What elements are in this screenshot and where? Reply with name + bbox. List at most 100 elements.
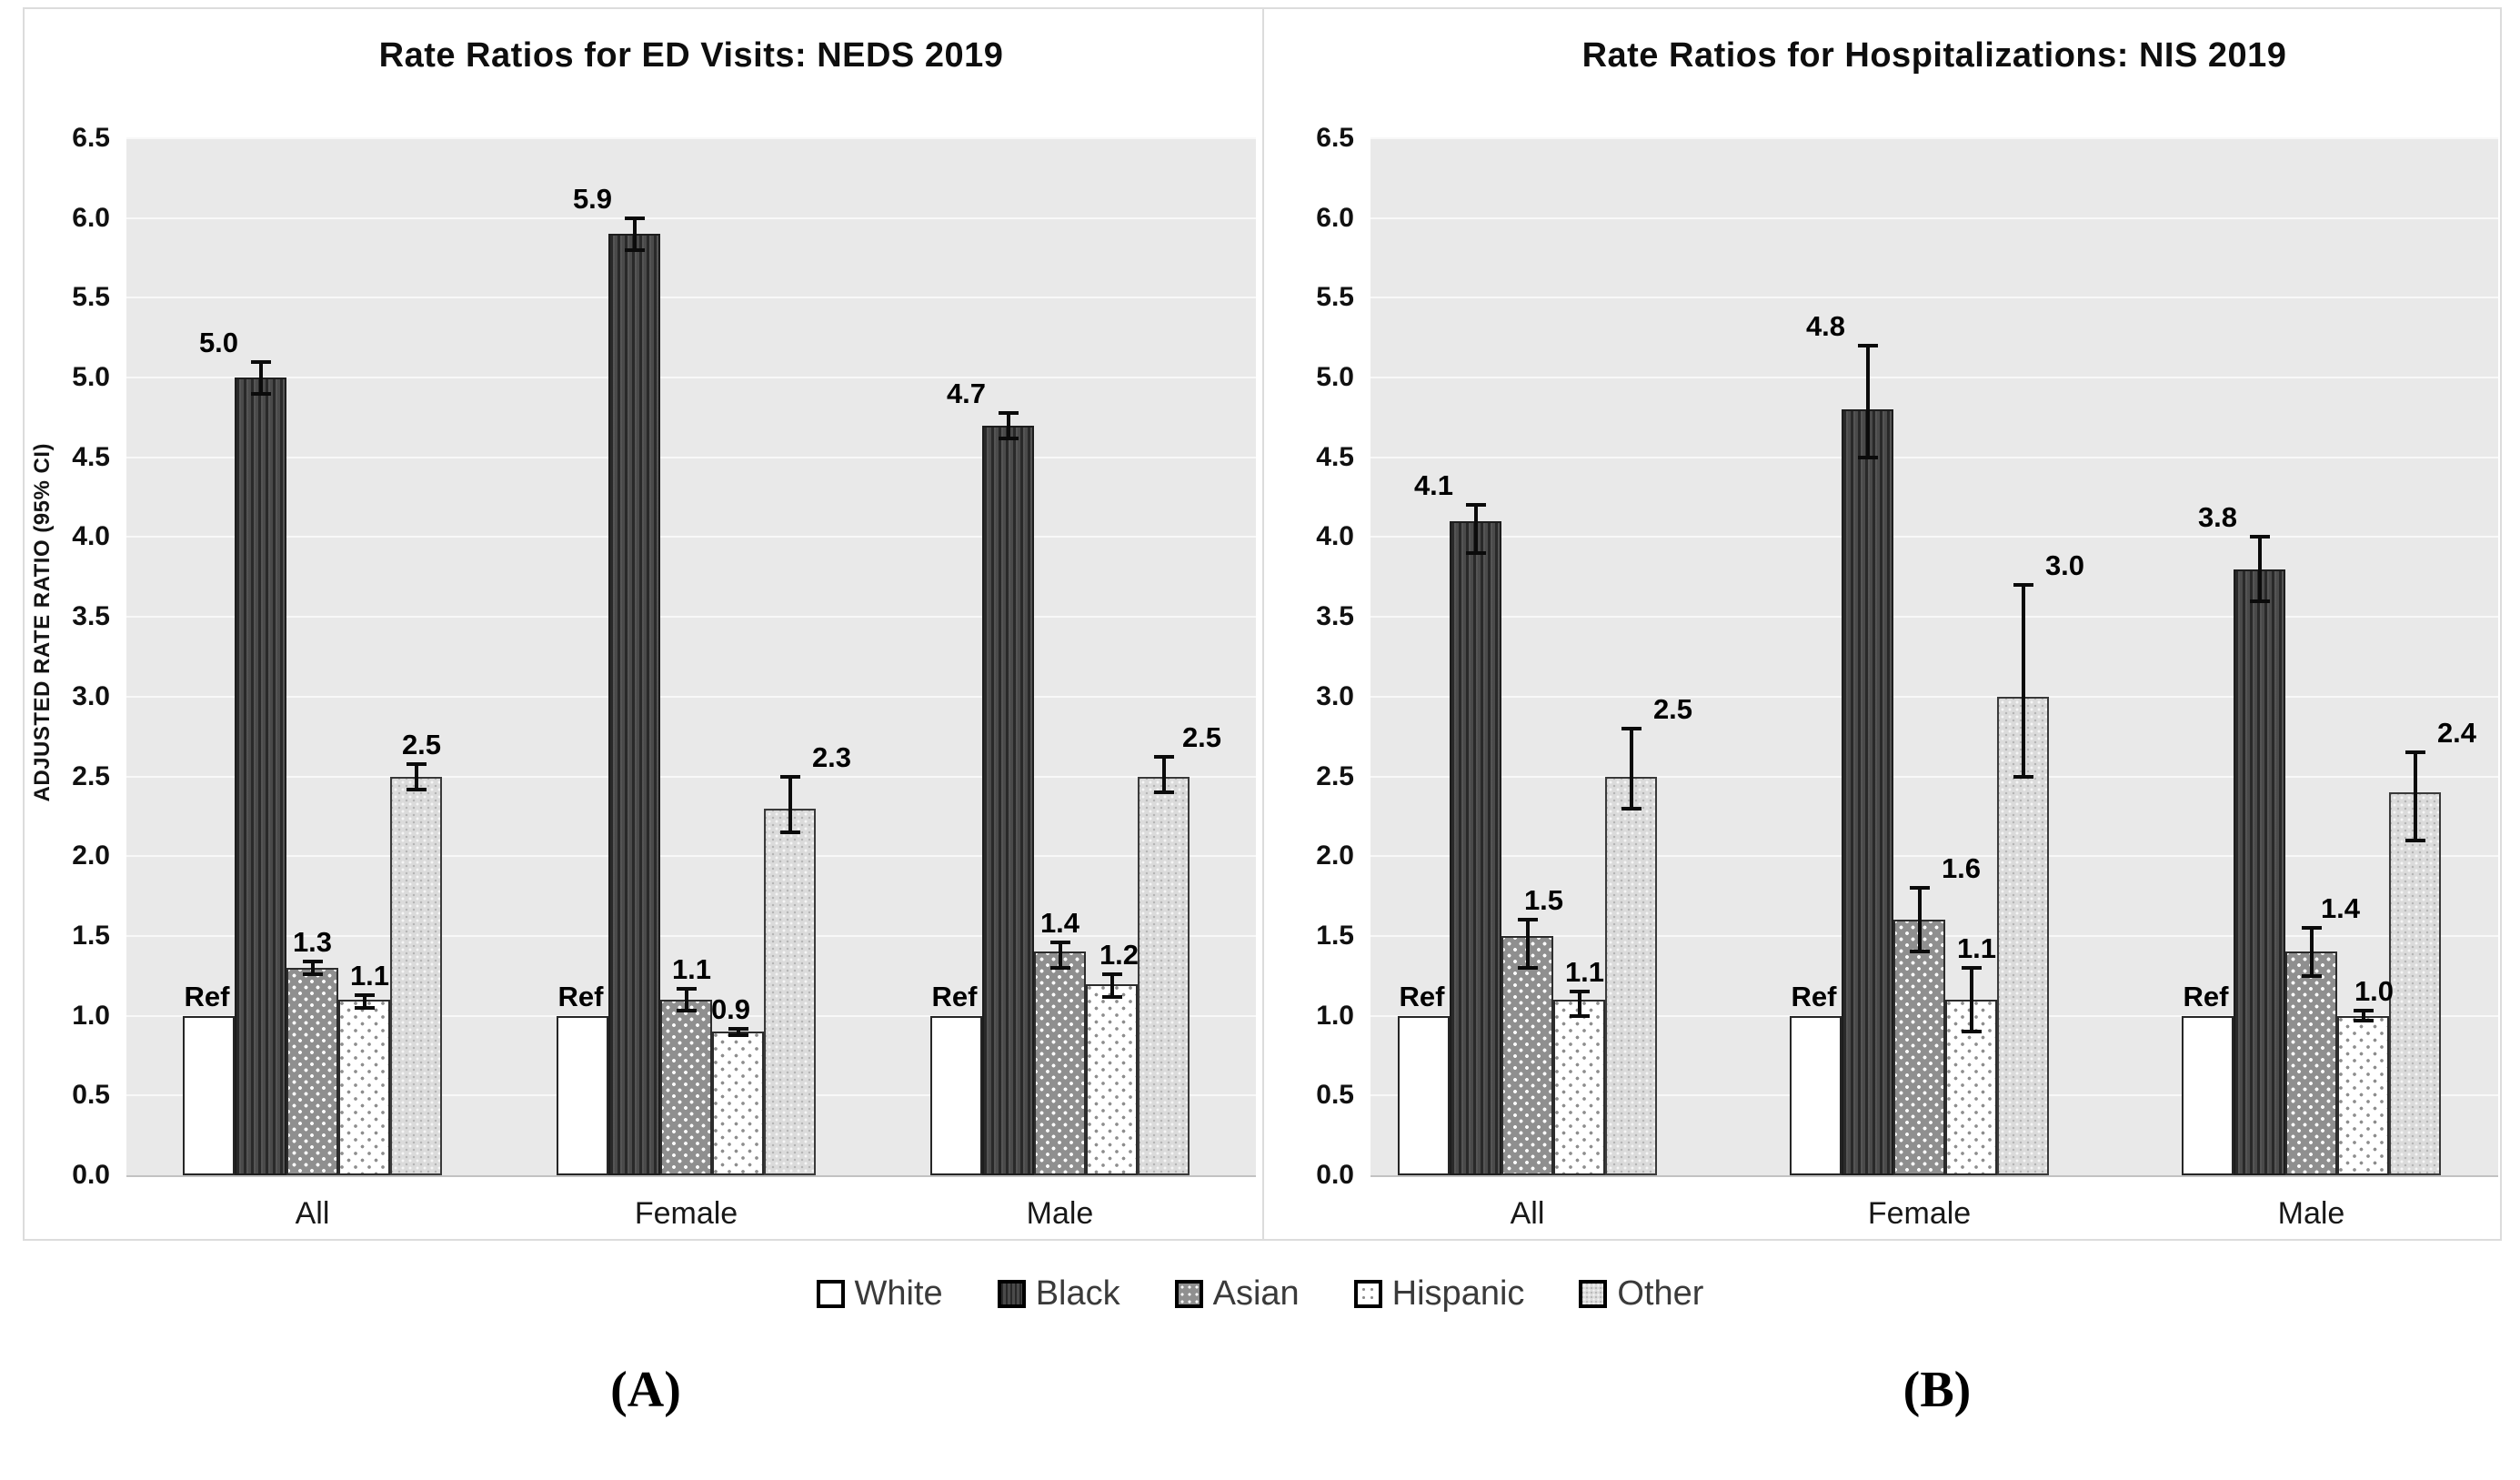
- errorbar-cap: [250, 391, 271, 396]
- errorbar-cap: [302, 959, 323, 963]
- panel-ed-visits: Rate Ratios for ED Visits: NEDS 2019 ADJ…: [25, 9, 1262, 1239]
- y-tick-label: 4.0: [1316, 521, 1354, 552]
- bar-black-male: [982, 425, 1034, 1175]
- gridline: [126, 137, 1256, 139]
- errorbar-hispanic-female: [1969, 968, 1973, 1032]
- legend-item-white: White: [816, 1274, 943, 1314]
- bar-label-black-female: 5.9: [572, 182, 613, 215]
- bar-label-asian-female: 1.1: [671, 952, 712, 985]
- bar-black-male: [2234, 569, 2285, 1175]
- errorbar-asian-all: [1525, 920, 1530, 968]
- errorbar-cap: [1857, 344, 1878, 347]
- errorbar-asian-all: [310, 961, 315, 974]
- y-tick-label: 4.5: [72, 441, 110, 472]
- legend-label: Black: [1035, 1274, 1120, 1313]
- gridline: [126, 855, 1256, 858]
- category-label-all: All: [295, 1196, 330, 1231]
- errorbar-cap: [728, 1032, 748, 1037]
- panel-a-caption: (A): [610, 1362, 681, 1418]
- y-tick-label: 3.5: [1316, 601, 1354, 632]
- legend-label: Asian: [1212, 1274, 1300, 1313]
- bar-label-other-female: 3.0: [2044, 549, 2085, 582]
- errorbar-cap: [2013, 774, 2033, 779]
- y-tick-label: 3.0: [1316, 680, 1354, 711]
- y-tick-label: 3.5: [72, 601, 110, 632]
- y-tick-label: 5.5: [1316, 282, 1354, 313]
- bar-label-white-female: Ref: [1791, 980, 1837, 1012]
- errorbar-cap: [2301, 926, 2322, 931]
- errorbar-other-all: [1629, 728, 1633, 809]
- y-tick-label: 2.0: [1316, 841, 1354, 871]
- bar-label-hispanic-all: 1.1: [1564, 956, 1605, 989]
- errorbar-cap: [2405, 838, 2425, 842]
- bar-label-black-all: 4.1: [1413, 469, 1454, 502]
- gridline: [126, 775, 1256, 778]
- bar-label-white-male: Ref: [2183, 980, 2229, 1012]
- errorbar-asian-female: [684, 988, 688, 1012]
- errorbar-cap: [406, 787, 427, 791]
- bar-label-black-female: 4.8: [1805, 310, 1846, 342]
- legend-item-black: Black: [997, 1274, 1120, 1314]
- bar-asian-all: [1501, 935, 1553, 1175]
- errorbar-cap: [1517, 966, 1538, 970]
- gridline: [126, 297, 1256, 299]
- bar-hispanic-male: [1086, 983, 1138, 1175]
- y-tick-label: 5.0: [72, 362, 110, 393]
- errorbar-cap: [1101, 972, 1122, 976]
- errorbar-black-female: [1865, 346, 1870, 458]
- panel-b-title: Rate Ratios for Hospitalizations: NIS 20…: [1581, 36, 2287, 75]
- errorbar-cap: [1961, 966, 1982, 970]
- errorbar-cap: [406, 761, 427, 766]
- y-tick-label: 2.0: [72, 841, 110, 871]
- y-tick-label: 1.0: [72, 1000, 110, 1031]
- errorbar-cap: [302, 972, 323, 976]
- bar-label-other-all: 2.5: [1652, 692, 1693, 725]
- bar-asian-female: [1893, 920, 1945, 1175]
- bar-other-female: [764, 808, 816, 1175]
- legend-item-other: Other: [1579, 1274, 1703, 1314]
- bar-label-white-all: Ref: [1399, 980, 1445, 1012]
- y-tick-label: 0.5: [72, 1080, 110, 1111]
- y-tick-label: 2.5: [1316, 760, 1354, 791]
- panel-a-title: Rate Ratios for ED Visits: NEDS 2019: [378, 36, 1004, 75]
- errorbar-cap: [2249, 599, 2270, 603]
- bar-label-black-male: 4.7: [946, 377, 987, 409]
- white-pattern-swatch-icon: [816, 1279, 845, 1308]
- bar-white-all: [1398, 1015, 1450, 1175]
- errorbar-black-male: [2257, 537, 2262, 601]
- asian-pattern-swatch-icon: [1174, 1279, 1203, 1308]
- bar-label-asian-male: 1.4: [1039, 906, 1080, 939]
- errorbar-black-female: [632, 217, 637, 250]
- gridline: [1370, 855, 2498, 858]
- errorbar-cap: [624, 216, 645, 220]
- errorbar-hispanic-all: [1577, 992, 1581, 1016]
- y-tick-label: 6.5: [1316, 123, 1354, 153]
- errorbar-cap: [2353, 1009, 2374, 1013]
- errorbar-asian-male: [1058, 941, 1062, 968]
- bar-hispanic-all: [1553, 1000, 1605, 1175]
- errorbar-cap: [998, 436, 1019, 440]
- bar-label-asian-all: 1.5: [1523, 884, 1564, 917]
- bar-black-female: [1842, 409, 1893, 1175]
- errorbar-cap: [779, 774, 800, 779]
- bar-label-white-all: Ref: [184, 980, 230, 1012]
- errorbar-other-male: [2413, 752, 2417, 841]
- bar-asian-male: [1034, 951, 1086, 1175]
- legend-label: White: [854, 1274, 943, 1313]
- y-tick-label: 1.5: [1316, 920, 1354, 951]
- gridline: [1370, 216, 2498, 219]
- y-tick-label: 3.0: [72, 680, 110, 711]
- gridline: [126, 695, 1256, 698]
- errorbar-cap: [354, 992, 375, 997]
- bar-label-hispanic-all: 1.1: [349, 959, 390, 992]
- panel-b-caption: (B): [1903, 1362, 1972, 1418]
- errorbar-black-male: [1006, 412, 1010, 438]
- panel-hospitalizations: Rate Ratios for Hospitalizations: NIS 20…: [1262, 9, 2500, 1239]
- y-tick-label: 2.5: [72, 760, 110, 791]
- bar-label-other-male: 2.5: [1181, 721, 1222, 754]
- bar-label-hispanic-female: 0.9: [710, 992, 751, 1025]
- bar-label-asian-all: 1.3: [292, 925, 333, 958]
- errorbar-hispanic-male: [1109, 974, 1114, 997]
- y-tick-label: 1.0: [1316, 1000, 1354, 1031]
- category-label-male: Male: [1026, 1196, 1094, 1231]
